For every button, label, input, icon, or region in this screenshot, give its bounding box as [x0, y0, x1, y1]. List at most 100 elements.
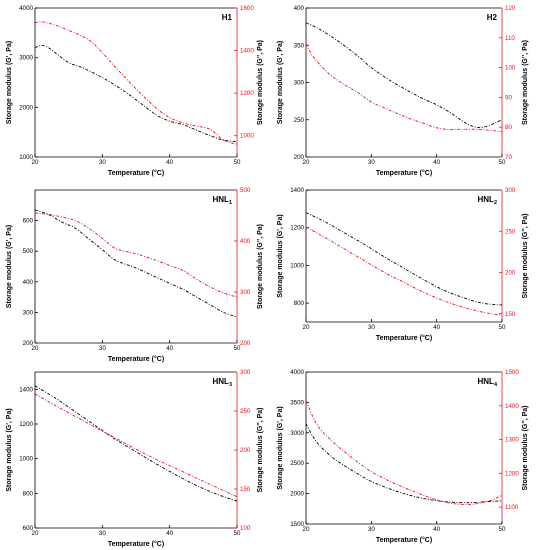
x-tick-label: 40	[433, 324, 440, 331]
y-tick-label: 1000	[19, 456, 33, 463]
y-tick-label: 2000	[19, 104, 33, 111]
x-axis-label: Temperature (°C)	[108, 540, 164, 548]
x-tick-label: 50	[234, 159, 241, 166]
y-axis-label: Storage modulus (G', Pa)	[6, 408, 13, 491]
y2-tick-label: 300	[240, 369, 251, 376]
y-tick-label: 1200	[290, 225, 304, 232]
x-tick-label: 20	[32, 345, 39, 352]
y2-tick-label: 110	[505, 35, 515, 42]
y2-tick-label: 80	[505, 124, 512, 131]
y2-tick-label: 200	[240, 340, 251, 347]
storage-modulus-series-line	[305, 22, 503, 128]
panel-title: H1	[222, 13, 233, 22]
x-tick-label: 20	[303, 159, 310, 166]
storage-modulus-series-line	[305, 423, 503, 504]
y-axis-label: Storage modulus (G', Pa)	[277, 41, 284, 124]
x-tick-label: 30	[368, 526, 375, 533]
y2-tick-label: 1200	[505, 470, 519, 477]
y-tick-label: 800	[23, 490, 34, 497]
x-tick-label: 20	[303, 324, 310, 331]
y-tick-label: 1000	[19, 154, 33, 161]
y2-tick-label: 300	[505, 187, 516, 194]
y-tick-label: 1400	[19, 386, 33, 393]
y-tick-label: 600	[23, 525, 34, 532]
y2-tick-label: 150	[505, 311, 516, 318]
x-tick-label: 50	[499, 324, 506, 331]
y2-tick-label: 1400	[505, 403, 519, 410]
chart-panel-6: 20 30 40 50 1500 2000 2500 3000 3500 4000 1100 1200…	[277, 369, 529, 544]
x-tick-label: 30	[368, 159, 375, 166]
x-axis-label: Temperature (°C)	[376, 169, 432, 177]
y2-tick-label: 70	[505, 154, 512, 161]
loss-modulus-series-line	[34, 21, 238, 145]
y2-tick-label: 300	[240, 289, 251, 296]
y-tick-label: 3000	[19, 55, 33, 62]
y2-tick-label: 400	[240, 238, 251, 245]
x-tick-label: 40	[433, 526, 440, 533]
y2-tick-label: 1300	[505, 437, 519, 444]
y-tick-label: 300	[294, 80, 305, 87]
x-tick-label: 40	[166, 345, 173, 352]
x-tick-label: 20	[32, 159, 39, 166]
y-tick-label: 4000	[19, 5, 33, 12]
y2-axis-label: Storage modulus (G'', Pa)	[257, 40, 264, 125]
y-tick-label: 1000	[290, 262, 304, 269]
panel-title: HNL2	[477, 195, 497, 206]
x-tick-label: 30	[99, 530, 106, 537]
y2-tick-label: 1000	[240, 133, 254, 140]
y2-tick-label: 250	[240, 408, 251, 415]
loss-modulus-series-line	[305, 43, 503, 133]
panel-title: H2	[487, 13, 498, 22]
y2-tick-label: 200	[505, 270, 516, 277]
y2-tick-label: 1500	[505, 369, 519, 376]
chart-panel-4: 20 30 40 50 800 1000 1200 1400 150 200 250 300 Tempe…	[277, 187, 529, 342]
panel-title: HNL4	[477, 377, 497, 388]
y2-tick-label: 1400	[240, 48, 254, 55]
x-axis-label: Temperature (°C)	[376, 334, 432, 342]
y-tick-label: 3500	[290, 399, 304, 406]
y-tick-label: 300	[23, 309, 34, 316]
y2-tick-label: 100	[240, 525, 251, 532]
storage-modulus-series-line	[34, 209, 238, 318]
y2-axis-label: Storage modulus (G'', Pa)	[522, 405, 529, 490]
loss-modulus-series-line	[305, 400, 503, 505]
y2-tick-label: 1200	[240, 90, 254, 97]
chart-panel-3: 20 30 40 50200300400500600200300400500Tempe…	[6, 187, 264, 363]
x-tick-label: 20	[303, 526, 310, 533]
y2-tick-label: 250	[505, 228, 516, 235]
storage-modulus-series-line	[305, 212, 503, 306]
y2-tick-label: 90	[505, 94, 512, 101]
y2-tick-label: 500	[240, 187, 251, 194]
y-tick-label: 400	[23, 279, 34, 286]
y-axis-label: Storage modulus (G', Pa)	[6, 225, 13, 308]
y2-axis-label: Storage modulus (G'', Pa)	[522, 213, 529, 298]
y-tick-label: 350	[294, 42, 305, 49]
y2-tick-label: 150	[240, 486, 251, 493]
x-tick-label: 50	[499, 526, 506, 533]
y2-tick-label: 100	[505, 65, 516, 72]
storage-modulus-series-line	[34, 385, 238, 502]
chart-panel-1: 20 30 40 50 1000 2000 3000 4000 1000 1200 1400 1600…	[6, 5, 264, 177]
x-axis-label: Temperature (°C)	[376, 536, 432, 544]
x-tick-label: 30	[99, 159, 106, 166]
loss-modulus-series-line	[34, 393, 238, 498]
y-tick-label: 500	[23, 248, 34, 255]
y-tick-label: 600	[23, 218, 34, 225]
y2-tick-label: 1100	[505, 504, 519, 511]
y-axis-label: Storage modulus (G', Pa)	[277, 214, 284, 297]
y-tick-label: 250	[294, 117, 305, 124]
x-tick-label: 30	[368, 324, 375, 331]
y-axis-label: Storage modulus (G', Pa)	[6, 41, 13, 124]
chart-panel-2: 20 30 40 50 200 250 300 350 400 70 80 90 100 110 120 Te…	[277, 5, 529, 177]
y-tick-label: 2000	[290, 491, 304, 498]
y-tick-label: 200	[294, 154, 305, 161]
x-tick-label: 40	[166, 530, 173, 537]
x-tick-label: 50	[499, 159, 506, 166]
y-tick-label: 200	[23, 340, 34, 347]
y-tick-label: 400	[294, 5, 305, 12]
loss-modulus-series-line	[305, 226, 503, 316]
y-tick-label: 1200	[19, 421, 33, 428]
y-tick-label: 4000	[290, 369, 304, 376]
x-tick-label: 30	[99, 345, 106, 352]
